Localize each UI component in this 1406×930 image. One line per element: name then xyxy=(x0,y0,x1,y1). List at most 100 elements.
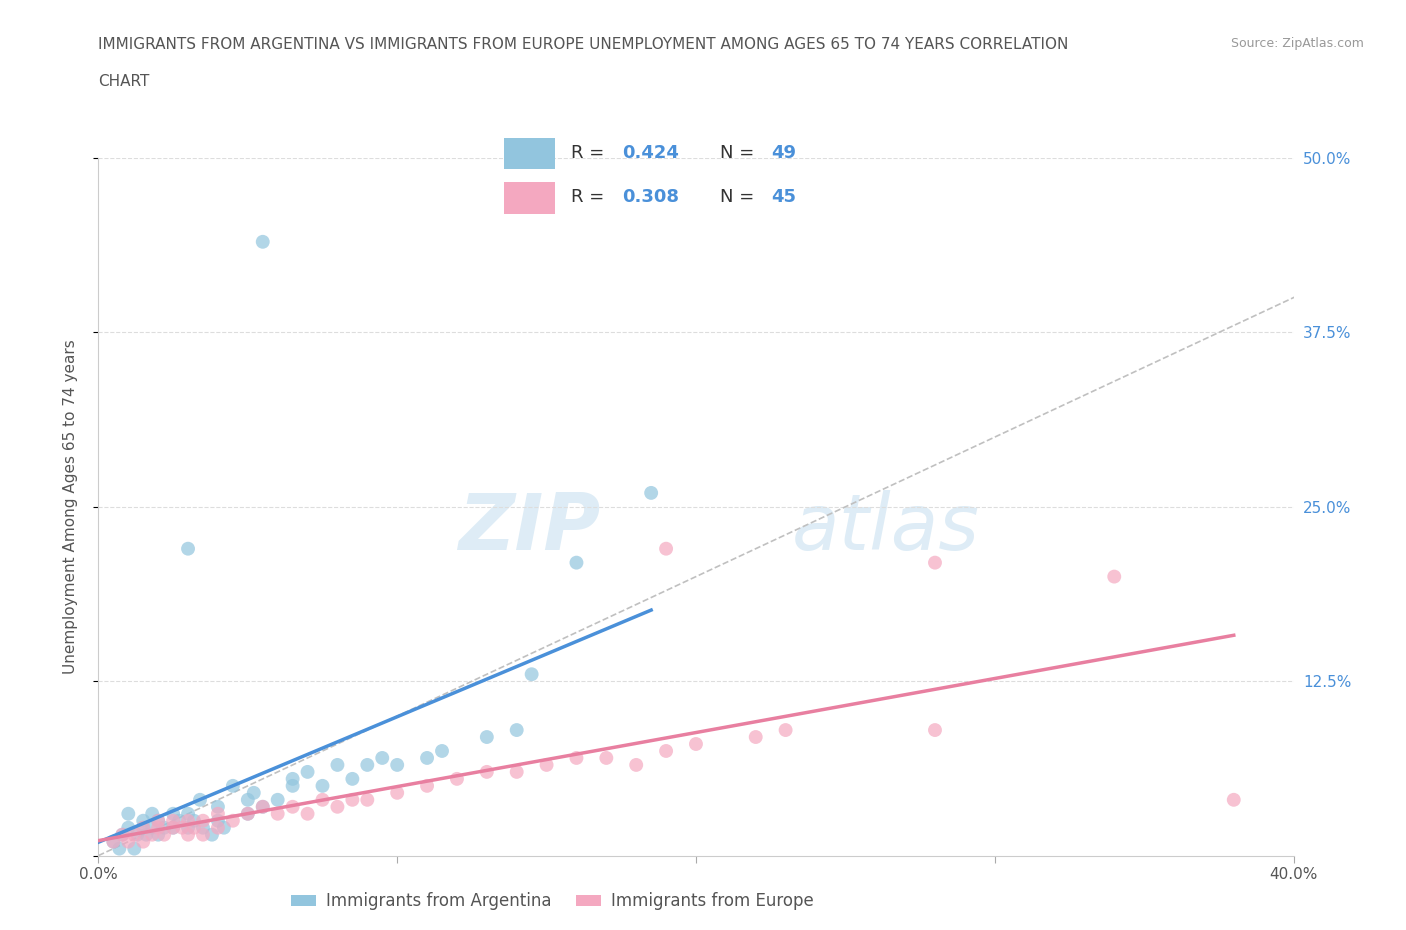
Point xyxy=(342,772,364,787)
Point xyxy=(281,800,304,815)
Point xyxy=(162,813,184,829)
Point xyxy=(311,778,333,793)
Point xyxy=(745,729,768,744)
Point xyxy=(267,792,290,807)
Point xyxy=(281,772,304,787)
Point xyxy=(281,778,304,793)
Text: N =: N = xyxy=(720,188,761,206)
Point xyxy=(201,828,224,843)
Point xyxy=(153,828,176,843)
Text: 49: 49 xyxy=(772,143,797,162)
Point xyxy=(117,806,139,821)
FancyBboxPatch shape xyxy=(503,138,555,169)
Point xyxy=(236,792,259,807)
Point xyxy=(183,820,205,835)
Point xyxy=(446,772,468,787)
Point xyxy=(141,828,163,843)
Point xyxy=(924,555,946,570)
Point xyxy=(297,764,319,779)
Y-axis label: Unemployment Among Ages 65 to 74 years: Unemployment Among Ages 65 to 74 years xyxy=(63,339,77,674)
Point xyxy=(148,813,170,829)
FancyBboxPatch shape xyxy=(503,182,555,214)
Point xyxy=(565,555,588,570)
Point xyxy=(222,813,245,829)
Point xyxy=(267,806,290,821)
Point xyxy=(416,751,439,765)
Point xyxy=(1223,792,1246,807)
Point xyxy=(148,820,170,835)
Point xyxy=(177,813,200,829)
Text: 45: 45 xyxy=(772,188,797,206)
Point xyxy=(177,806,200,821)
Point xyxy=(595,751,617,765)
Point xyxy=(252,234,274,249)
Point xyxy=(191,813,214,829)
Point xyxy=(132,820,155,835)
Point xyxy=(167,813,190,829)
Point xyxy=(1104,569,1126,584)
Point xyxy=(177,820,200,835)
Point xyxy=(132,820,155,835)
Point xyxy=(326,800,349,815)
Point xyxy=(655,541,678,556)
Point xyxy=(475,764,498,779)
Point xyxy=(207,806,229,821)
Text: atlas: atlas xyxy=(792,490,980,565)
Point xyxy=(191,828,214,843)
Point xyxy=(252,800,274,815)
Point xyxy=(655,744,678,759)
Point xyxy=(297,806,319,821)
Point xyxy=(162,820,184,835)
Point xyxy=(162,820,184,835)
Point xyxy=(191,820,214,835)
Point xyxy=(103,834,125,849)
Point xyxy=(385,757,409,772)
Text: 0.308: 0.308 xyxy=(621,188,679,206)
Point xyxy=(127,828,149,843)
Point xyxy=(416,778,439,793)
Point xyxy=(640,485,662,500)
Legend: Immigrants from Argentina, Immigrants from Europe: Immigrants from Argentina, Immigrants fr… xyxy=(284,885,821,917)
Text: Source: ZipAtlas.com: Source: ZipAtlas.com xyxy=(1230,37,1364,50)
Point xyxy=(177,541,200,556)
Point xyxy=(356,757,378,772)
Text: IMMIGRANTS FROM ARGENTINA VS IMMIGRANTS FROM EUROPE UNEMPLOYMENT AMONG AGES 65 T: IMMIGRANTS FROM ARGENTINA VS IMMIGRANTS … xyxy=(98,37,1069,52)
Point xyxy=(148,828,170,843)
Point xyxy=(222,778,245,793)
Point xyxy=(475,729,498,744)
Point xyxy=(565,751,588,765)
Point xyxy=(430,744,453,759)
Point xyxy=(135,828,157,843)
Text: R =: R = xyxy=(571,188,610,206)
Point xyxy=(148,813,170,829)
Point xyxy=(506,764,529,779)
Point xyxy=(626,757,648,772)
Point xyxy=(536,757,558,772)
Text: CHART: CHART xyxy=(98,74,150,89)
Point xyxy=(342,792,364,807)
Point xyxy=(385,785,409,800)
Point xyxy=(183,813,205,829)
Point xyxy=(124,828,146,843)
Point xyxy=(141,820,163,835)
Point xyxy=(153,820,176,835)
Point xyxy=(252,800,274,815)
Point xyxy=(108,842,131,856)
Point xyxy=(236,806,259,821)
Point xyxy=(775,723,797,737)
Text: N =: N = xyxy=(720,143,761,162)
Point xyxy=(311,792,333,807)
Point xyxy=(132,834,155,849)
Point xyxy=(356,792,378,807)
Point xyxy=(177,828,200,843)
Point xyxy=(117,820,139,835)
Text: R =: R = xyxy=(571,143,610,162)
Point xyxy=(188,792,211,807)
Point xyxy=(132,813,155,829)
Text: ZIP: ZIP xyxy=(458,490,600,565)
Point xyxy=(924,723,946,737)
Point xyxy=(506,723,529,737)
Point xyxy=(212,820,235,835)
Point xyxy=(162,806,184,821)
Point xyxy=(124,842,146,856)
